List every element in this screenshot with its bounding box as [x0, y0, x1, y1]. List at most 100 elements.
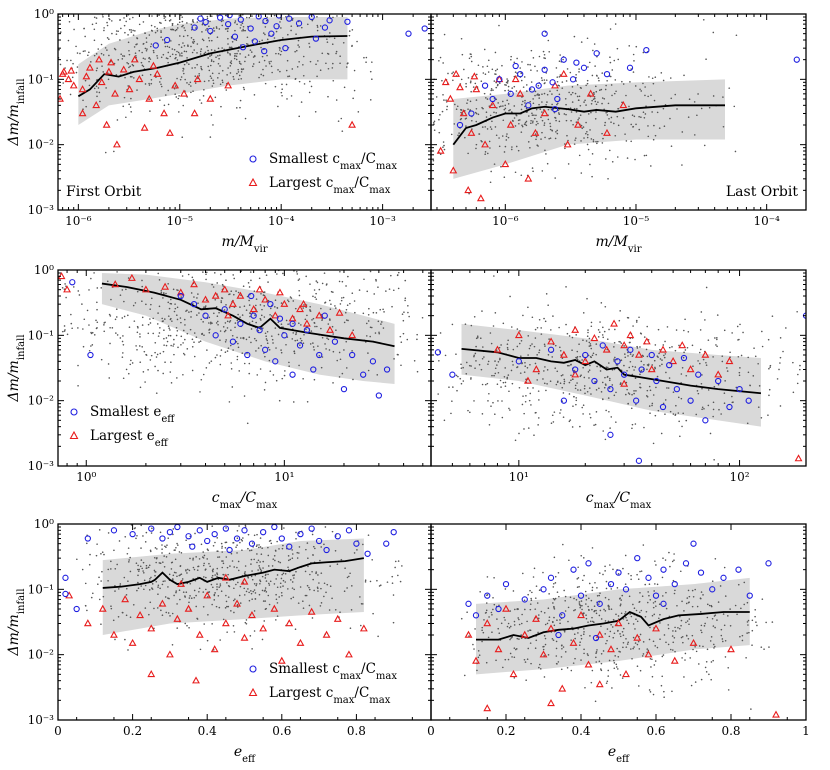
- sample-point: [264, 587, 267, 589]
- sample-point: [525, 120, 528, 123]
- sample-point: [669, 648, 672, 651]
- sample-point: [212, 82, 215, 85]
- sample-point: [125, 368, 128, 371]
- sample-point: [72, 286, 75, 288]
- sample-point: [658, 603, 661, 606]
- sample-point: [667, 627, 670, 630]
- sample-point: [332, 79, 335, 82]
- sample-point: [690, 684, 693, 687]
- sample-point: [285, 343, 287, 346]
- sample-point: [110, 560, 112, 563]
- red-triangle-point: [516, 89, 525, 97]
- sample-point: [618, 650, 620, 653]
- sample-point: [258, 277, 261, 280]
- sample-point: [172, 533, 174, 536]
- sample-point: [588, 61, 591, 64]
- red-triangle-point: [302, 319, 311, 327]
- sample-point: [586, 653, 589, 655]
- sample-point: [799, 364, 801, 367]
- sample-point: [543, 611, 546, 614]
- sample-point: [578, 603, 581, 605]
- sample-point: [276, 574, 279, 576]
- sample-point: [529, 344, 532, 347]
- sample-point: [361, 603, 364, 605]
- sample-point: [600, 618, 603, 620]
- sample-point: [796, 382, 799, 385]
- red-triangle-point: [136, 610, 144, 619]
- sample-point: [523, 599, 526, 602]
- sample-point: [544, 136, 546, 139]
- sample-point: [326, 283, 328, 285]
- sample-point: [287, 75, 289, 78]
- sample-point: [298, 289, 300, 292]
- sample-point: [240, 77, 243, 80]
- sample-point: [568, 393, 571, 395]
- sample-point: [598, 614, 601, 617]
- sample-point: [216, 567, 219, 570]
- sample-point: [329, 565, 331, 567]
- sample-point: [746, 601, 749, 604]
- sample-point: [194, 66, 196, 69]
- sample-point: [588, 337, 591, 340]
- sample-point: [128, 28, 131, 31]
- sample-point: [716, 345, 718, 348]
- sample-point: [282, 579, 285, 582]
- sample-point: [535, 114, 537, 117]
- sample-point: [164, 361, 166, 363]
- sample-point: [639, 633, 642, 636]
- red-triangle-point: [221, 573, 230, 581]
- blue-circle-point: [592, 634, 600, 642]
- blue-circle-point: [468, 110, 475, 117]
- sample-point: [654, 344, 657, 346]
- sample-point: [127, 277, 130, 279]
- sample-point: [344, 567, 346, 569]
- sample-point: [535, 135, 538, 138]
- sample-point: [278, 49, 281, 51]
- sample-point: [549, 125, 552, 128]
- sample-point: [578, 117, 580, 119]
- sample-point: [559, 382, 562, 385]
- sample-point: [218, 72, 220, 75]
- sample-point: [72, 62, 74, 65]
- sample-point: [153, 556, 156, 559]
- sample-point: [227, 67, 229, 69]
- legend-red-label: Largest cmax/Cmax: [269, 175, 391, 196]
- sample-point: [609, 61, 612, 64]
- sample-point: [484, 612, 487, 614]
- sample-point: [739, 635, 741, 638]
- sample-point: [195, 27, 197, 29]
- sample-point: [632, 603, 634, 606]
- sample-point: [261, 575, 264, 578]
- sample-point: [115, 332, 117, 334]
- sample-point: [149, 322, 152, 324]
- sample-point: [248, 336, 251, 338]
- sample-point: [642, 653, 645, 655]
- sample-point: [339, 303, 342, 305]
- red-triangle-point: [107, 58, 115, 66]
- sample-point: [722, 96, 724, 98]
- sample-point: [606, 80, 608, 82]
- sample-point: [253, 290, 256, 292]
- sample-point: [320, 546, 323, 548]
- sample-point: [597, 603, 600, 605]
- sample-point: [545, 153, 547, 155]
- sample-point: [445, 99, 447, 101]
- sample-point: [468, 364, 471, 367]
- sample-point: [574, 137, 577, 139]
- sample-point: [211, 574, 214, 577]
- sample-point: [226, 566, 229, 569]
- sample-point: [158, 279, 161, 281]
- sample-point: [451, 323, 454, 326]
- sample-point: [225, 89, 228, 91]
- sample-point: [237, 346, 240, 349]
- sample-point: [276, 273, 278, 275]
- blue-circle-point: [340, 386, 348, 393]
- sample-point: [241, 22, 244, 25]
- blue-circle-point: [247, 25, 254, 32]
- blue-circle-point: [622, 586, 630, 593]
- sample-point: [632, 71, 635, 73]
- red-triangle-point: [111, 89, 119, 97]
- sample-point: [464, 118, 467, 120]
